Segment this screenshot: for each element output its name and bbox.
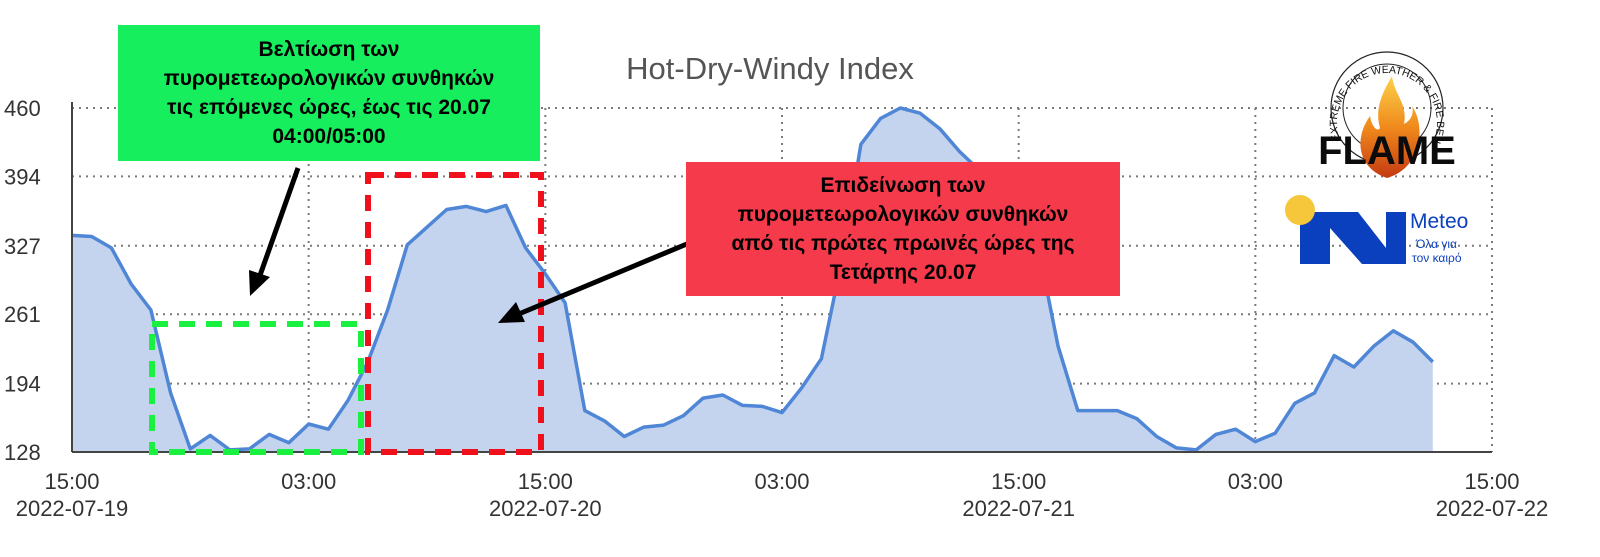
worsening-line-2: πυρομετεωρολογικών συνθηκών <box>737 203 1069 226</box>
improvement-period-box <box>149 321 364 455</box>
worsening-line-4: Τετάρτης 20.07 <box>829 261 977 284</box>
x-tick-date: 2022-07-20 <box>489 496 602 521</box>
improvement-arrowhead <box>249 270 270 296</box>
meteo-tagline-1: Όλα για <box>1415 237 1457 251</box>
meteo-m-right <box>1386 212 1406 264</box>
x-tick-time: 15:00 <box>1464 469 1519 494</box>
y-tick-label: 194 <box>4 372 41 397</box>
improvement-arrow <box>255 167 301 282</box>
x-tick-date: 2022-07-19 <box>16 496 129 521</box>
improvement-line-4: 04:00/05:00 <box>272 125 386 148</box>
index-line <box>71 106 1435 452</box>
fire-icon <box>1360 76 1420 178</box>
improvement-annotation: Βελτίωση των πυρομετεωρολογικών συνθηκών… <box>118 25 540 161</box>
improvement-line-1: Βελτίωση των <box>258 38 400 61</box>
worsening-arrow <box>513 233 707 319</box>
worsening-arrowhead <box>498 302 525 323</box>
x-tick-date: 2022-07-21 <box>962 496 1075 521</box>
sun-icon <box>1285 195 1315 225</box>
meteo-name: Meteo <box>1410 210 1468 233</box>
flame-logo: EXTREME FIRE WEATHER & FIRE BEHAVIOUR FL… <box>1312 28 1456 178</box>
chart-title: Hot-Dry-Windy Index <box>626 51 914 86</box>
x-tick-time: 03:00 <box>281 469 336 494</box>
y-tick-label: 128 <box>4 440 41 465</box>
x-tick-time: 15:00 <box>44 469 99 494</box>
y-tick-label: 460 <box>4 96 41 121</box>
improvement-line-3: τις επόμενες ώρες, έως τις 20.07 <box>167 96 491 119</box>
meteo-logo: Meteo Όλα για τον καιρό <box>1285 195 1468 265</box>
y-tick-label: 394 <box>4 164 41 189</box>
x-tick-time: 15:00 <box>991 469 1046 494</box>
x-tick-time: 15:00 <box>518 469 573 494</box>
y-tick-label: 261 <box>4 302 41 327</box>
improvement-line-2: πυρομετεωρολογικών συνθηκών <box>163 67 495 90</box>
x-tick-date: 2022-07-22 <box>1436 496 1549 521</box>
y-tick-labels: 460 394 327 261 194 128 <box>4 96 41 465</box>
index-area <box>72 108 1433 452</box>
y-tick-label: 327 <box>4 234 41 259</box>
x-tick-time: 03:00 <box>1228 469 1283 494</box>
worsening-line-3: από τις πρώτες πρωινές ώρες της <box>731 232 1075 255</box>
flame-word: FLAME <box>1318 129 1456 173</box>
meteo-tagline-2: τον καιρό <box>1412 251 1462 265</box>
x-tick-time: 03:00 <box>754 469 809 494</box>
worsening-line-1: Επιδείνωση των <box>820 174 986 197</box>
worsening-annotation: Επιδείνωση των πυρομετεωρολογικών συνθηκ… <box>686 162 1120 296</box>
worsening-period-box <box>365 172 544 455</box>
meteo-m-middle <box>1330 212 1386 264</box>
